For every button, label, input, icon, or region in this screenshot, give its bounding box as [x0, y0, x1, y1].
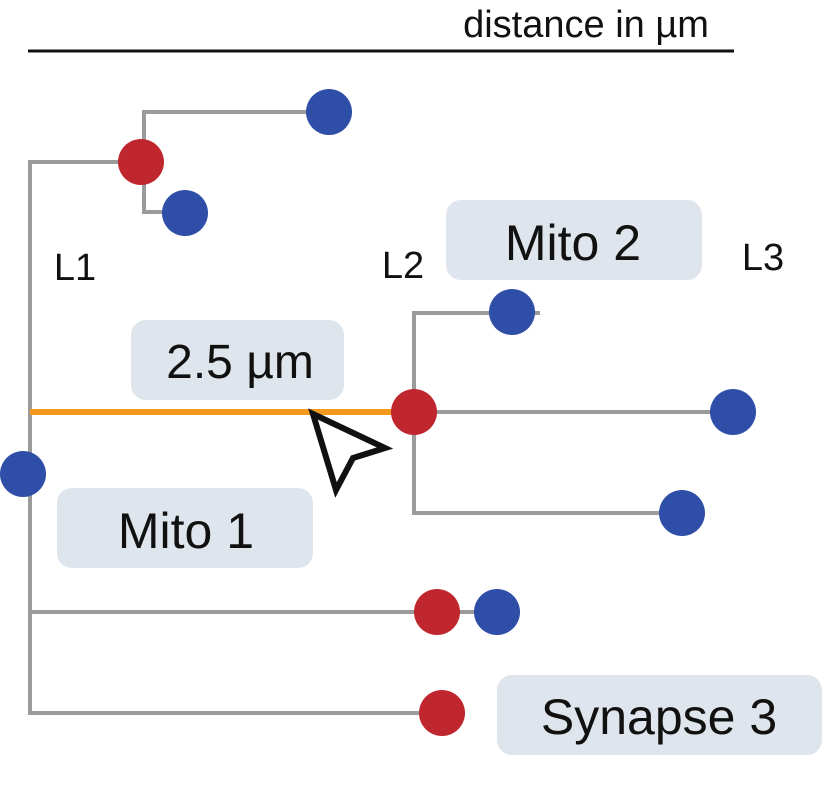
tree-nodes [0, 89, 756, 736]
node-blue-l2-bottom[interactable] [659, 490, 705, 536]
distance-label-box [131, 320, 344, 400]
node-blue-lower[interactable] [474, 589, 520, 635]
mito-2-label: Mito 2 [505, 215, 641, 271]
node-blue-root[interactable] [0, 451, 46, 497]
node-red-bottom[interactable] [419, 690, 465, 736]
trunk-branch [28, 160, 442, 715]
mito-1-box [57, 488, 313, 568]
node-blue-l2-top[interactable] [489, 289, 535, 335]
synapse-3-label: Synapse 3 [541, 689, 777, 745]
axis-label: distance in µm [463, 4, 709, 46]
node-red-l2[interactable] [391, 389, 437, 435]
level-label-l1: L1 [54, 247, 96, 289]
level-label-l3: L3 [742, 237, 784, 279]
node-red-lower[interactable] [414, 589, 460, 635]
cursor-arrow-icon [308, 408, 394, 498]
distance-label: 2.5 µm [166, 336, 314, 389]
node-blue-top-lower[interactable] [162, 190, 208, 236]
node-red-top[interactable] [118, 139, 164, 185]
mito-1-label: Mito 1 [118, 503, 254, 559]
synapse-3-box [497, 675, 822, 755]
node-blue-top-right[interactable] [306, 89, 352, 135]
level-label-l2: L2 [382, 245, 424, 287]
mito-2-box [446, 200, 702, 280]
node-blue-l2-mid[interactable] [710, 389, 756, 435]
